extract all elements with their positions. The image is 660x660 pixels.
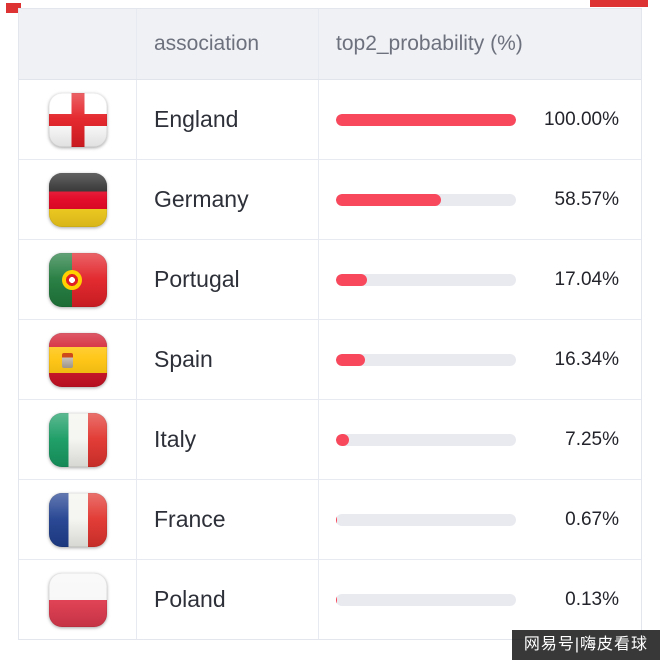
top-right-red-mark (590, 0, 648, 7)
probability-value: 0.13% (565, 588, 619, 610)
probability-bar-fill (336, 513, 338, 526)
association-name: Germany (137, 160, 319, 239)
probability-value: 100.00% (543, 108, 619, 130)
association-name: Poland (137, 560, 319, 639)
england-flag-icon (48, 92, 107, 147)
probability-bar (336, 193, 516, 206)
probability-bar-fill (336, 353, 366, 366)
association-column-header: association (137, 9, 319, 79)
portugal-flag-icon (48, 252, 107, 307)
table-row: France 0.67% (19, 480, 641, 560)
watermark: 网易号|嗨皮看球 (511, 630, 660, 660)
probability-table: association top2_probability (%) England… (18, 8, 642, 640)
france-flag-icon (48, 492, 107, 547)
probability-value: 7.25% (565, 428, 619, 450)
probability-bar (336, 433, 516, 446)
italy-flag-icon (48, 412, 107, 467)
association-name: Italy (137, 400, 319, 479)
probability-value: 0.67% (565, 508, 619, 530)
probability-bar-fill (336, 193, 442, 206)
poland-flag-icon (48, 572, 107, 627)
association-name: England (137, 80, 319, 159)
association-name: France (137, 480, 319, 559)
probability-bar-fill (336, 273, 367, 286)
probability-value: 16.34% (554, 348, 619, 370)
probability-bar-fill (336, 433, 350, 446)
probability-bar (336, 353, 516, 366)
probability-value: 17.04% (554, 268, 619, 290)
table-row: Spain 16.34% (19, 320, 641, 400)
table-row: England 100.00% (19, 80, 641, 160)
probability-bar-fill (336, 113, 516, 126)
probability-bar (336, 593, 516, 606)
probability-bar (336, 113, 516, 126)
probability-bar (336, 273, 516, 286)
table-row: Poland 0.13% (19, 560, 641, 639)
top-left-red-mark (6, 3, 21, 13)
table-row: Germany 58.57% (19, 160, 641, 240)
probability-column-header: top2_probability (%) (336, 32, 523, 55)
association-name: Portugal (137, 240, 319, 319)
flag-column-header (19, 9, 137, 79)
probability-bar (336, 513, 516, 526)
table-header-row: association top2_probability (%) (19, 9, 641, 80)
table-row: Portugal 17.04% (19, 240, 641, 320)
spain-flag-icon (48, 332, 107, 387)
germany-flag-icon (48, 172, 107, 227)
table-row: Italy 7.25% (19, 400, 641, 480)
probability-value: 58.57% (554, 188, 619, 210)
association-name: Spain (137, 320, 319, 399)
